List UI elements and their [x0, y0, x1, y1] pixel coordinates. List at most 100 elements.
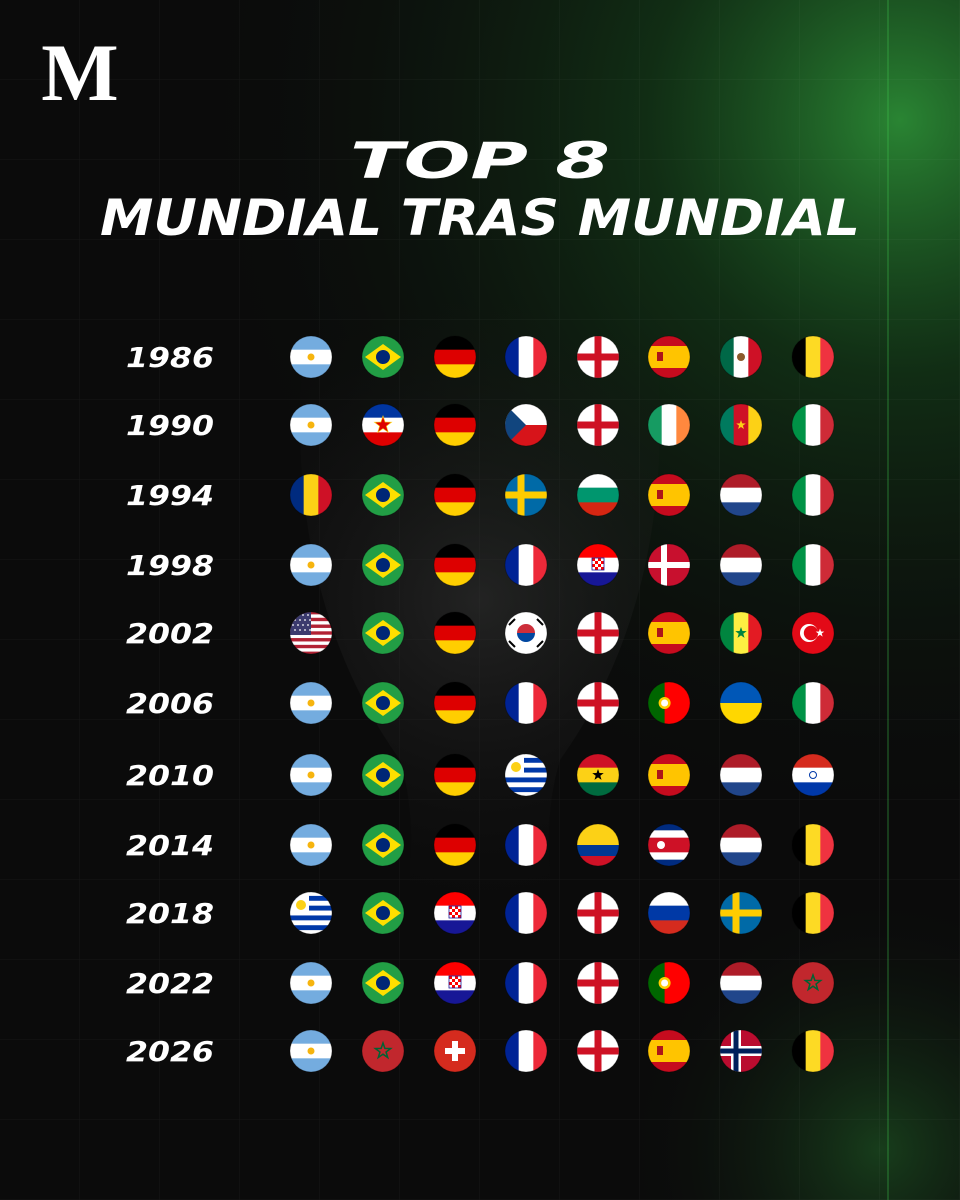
flag-part — [648, 764, 690, 787]
flag-part — [362, 1030, 404, 1072]
flag-rim — [361, 1029, 405, 1073]
flag-face — [648, 754, 690, 796]
flag-part — [434, 625, 476, 641]
flag-part — [505, 404, 526, 446]
flag — [647, 543, 691, 587]
flag-part — [455, 906, 458, 909]
flag-face — [434, 1030, 476, 1072]
flag — [504, 681, 548, 725]
flag-part — [290, 930, 332, 934]
flag-part — [297, 624, 299, 626]
flag-part — [307, 561, 315, 569]
flag-part — [720, 767, 762, 783]
flag-part — [290, 572, 332, 586]
flag-face — [290, 1030, 332, 1072]
flag-part — [307, 979, 315, 987]
flag-part — [434, 364, 476, 378]
flag-rim — [791, 403, 835, 447]
flag-part — [505, 336, 519, 378]
flag-part — [648, 905, 690, 921]
flag-part — [518, 892, 534, 934]
flag-part — [533, 892, 547, 934]
flag-rim — [791, 961, 835, 1005]
flag-rim — [361, 473, 405, 517]
flag — [289, 1029, 333, 1073]
flag — [791, 681, 835, 725]
year-label: 2018 — [126, 897, 214, 930]
flag-face — [648, 824, 690, 866]
flag — [791, 1029, 835, 1073]
flag-part — [792, 767, 834, 783]
flag-part — [805, 474, 821, 516]
flag-part — [448, 905, 462, 919]
flag-part — [452, 985, 455, 988]
flag-part — [820, 892, 834, 934]
flag-face — [792, 892, 834, 934]
flag-part — [362, 404, 404, 418]
flag — [504, 403, 548, 447]
flag-rim — [576, 891, 620, 935]
flag-part — [598, 558, 601, 561]
flag-part — [533, 824, 547, 866]
flag-face — [648, 544, 690, 586]
flag-part — [458, 982, 461, 985]
flag-rim — [719, 891, 763, 935]
flag-part — [290, 364, 332, 378]
flag-face — [505, 612, 547, 654]
flag-rim — [289, 753, 333, 797]
year-label: 2026 — [126, 1035, 214, 1068]
flag — [576, 891, 620, 935]
flag — [504, 335, 548, 379]
flag-part — [290, 920, 332, 926]
flag-part — [290, 990, 332, 1004]
flag-part — [290, 634, 332, 639]
flag-face — [290, 682, 332, 724]
flag — [791, 753, 835, 797]
flag-part — [820, 336, 834, 378]
flag-rim — [576, 681, 620, 725]
flag-rim — [433, 543, 477, 587]
flag — [647, 611, 691, 655]
flag-part — [820, 682, 834, 724]
flag — [791, 961, 835, 1005]
flag-part — [434, 417, 476, 433]
flag-part — [648, 852, 690, 860]
flag-part — [318, 474, 332, 516]
flag-part — [720, 837, 762, 853]
logo: M — [41, 27, 118, 118]
flag-face — [577, 892, 619, 934]
flag — [361, 335, 405, 379]
flag-part — [577, 421, 619, 429]
flag-part — [449, 909, 452, 912]
flag-part — [290, 474, 304, 516]
flag-face — [290, 754, 332, 796]
flag-part — [820, 474, 834, 516]
flag-rim — [433, 753, 477, 797]
flag-part — [455, 979, 458, 982]
flag-face — [362, 404, 404, 446]
flag — [504, 1029, 548, 1073]
flag — [504, 611, 548, 655]
flag-part — [458, 985, 461, 988]
flag-part — [505, 962, 519, 1004]
year-label: 1994 — [126, 479, 214, 512]
flag-part — [598, 567, 601, 570]
flag-rim — [647, 473, 691, 517]
flag-part — [458, 912, 461, 915]
flag-part — [648, 612, 690, 623]
flag-part — [648, 368, 690, 378]
flag-part — [720, 703, 762, 724]
flag-part — [595, 558, 598, 561]
flag-part — [302, 624, 304, 626]
flag-face — [648, 682, 690, 724]
flag — [289, 543, 333, 587]
flag-part — [592, 561, 595, 564]
flag — [433, 681, 477, 725]
flag-part — [595, 561, 598, 564]
flag-part — [307, 1047, 315, 1055]
flag-part — [601, 567, 604, 570]
flag-face — [720, 824, 762, 866]
flag-part — [455, 976, 458, 979]
flag-part — [648, 786, 690, 796]
flag — [433, 1029, 477, 1073]
